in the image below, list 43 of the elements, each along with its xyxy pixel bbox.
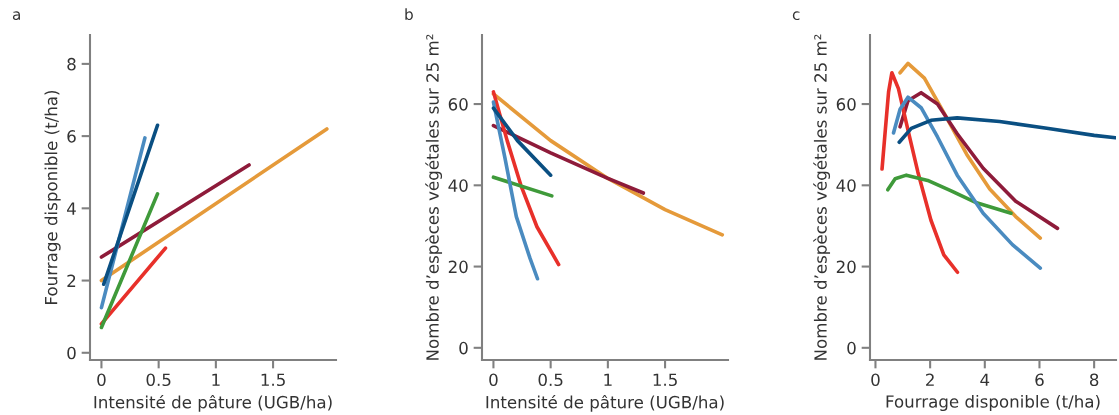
x-tick-label: 1.5 <box>261 373 285 387</box>
x-tick-label: 2 <box>926 373 934 386</box>
y-tick-label: 40 <box>448 179 468 192</box>
x-tick-label: 0.5 <box>146 373 171 387</box>
x-tick-label: 1.5 <box>653 373 677 387</box>
line-series <box>891 95 1043 270</box>
line-series <box>898 90 1060 231</box>
y-tick-label: 20 <box>448 260 468 274</box>
x-tick-label: 0 <box>97 373 106 387</box>
x-axis-title: Intensité de pâture (UGB/ha) <box>94 394 332 412</box>
y-tick-label: 40 <box>836 179 856 192</box>
y-axis-title: Nombre d’espèces végétales sur 25 m² <box>425 34 443 360</box>
y-axis-title: Fourrage disponible (t/ha) <box>44 90 61 304</box>
chart-title: b <box>405 8 413 21</box>
y-axis-title: Nombre d’espèces végétales sur 25 m² <box>813 34 831 360</box>
x-tick-label: 1 <box>604 373 612 386</box>
chart-title: a <box>12 11 20 21</box>
line-series <box>897 116 1116 145</box>
x-tick-label: 0.5 <box>538 373 563 387</box>
line-series <box>491 100 540 281</box>
y-tick-label: 2 <box>67 274 76 287</box>
y-tick-label: 8 <box>67 57 76 71</box>
line-series <box>885 173 1013 216</box>
y-tick-label: 0 <box>459 341 468 355</box>
y-tick-label: 0 <box>847 341 856 355</box>
y-tick-label: 60 <box>448 98 468 111</box>
x-axis-title: Intensité de pâture (UGB/ha) <box>486 394 724 412</box>
x-tick-label: 0 <box>871 373 880 387</box>
x-axis-title: Fourrage disponible (t/ha) <box>886 394 1100 412</box>
y-tick-label: 0 <box>67 346 76 360</box>
x-tick-label: 6 <box>1035 373 1044 387</box>
y-tick-label: 6 <box>67 130 76 143</box>
line-series <box>491 123 646 195</box>
y-tick-label: 20 <box>836 260 856 274</box>
y-tick-label: 4 <box>67 202 76 215</box>
x-tick-label: 8 <box>1089 373 1099 387</box>
x-tick-label: 1 <box>212 373 220 386</box>
chart-title: c <box>792 11 800 21</box>
x-tick-label: 4 <box>980 373 990 386</box>
line-series <box>880 70 960 275</box>
line-series <box>491 90 561 267</box>
x-tick-label: 0 <box>489 373 498 387</box>
y-tick-label: 60 <box>836 98 856 111</box>
